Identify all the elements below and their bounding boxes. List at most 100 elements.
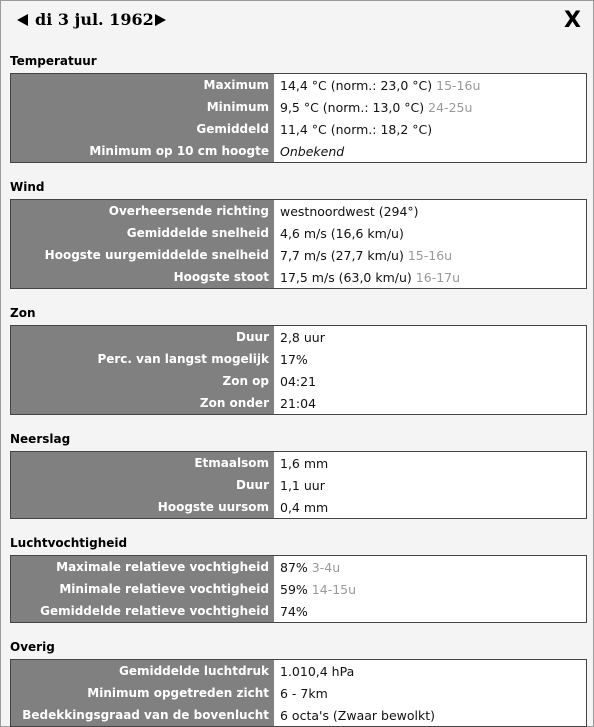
section-title: Temperatuur: [10, 54, 97, 68]
row-value: 7,7 m/s (27,7 km/u): [280, 247, 404, 263]
row-time: 16-17u: [415, 269, 461, 285]
section-table: Maximum 14,4 °C (norm.: 23,0 °C) 15-16u Min…: [10, 73, 587, 163]
row: Duur 2,8 uur: [10, 325, 587, 348]
row: Hoogste uurgemiddelde snelheid 7,7 m/s (2…: [10, 244, 587, 266]
row: Gemiddelde snelheid 4,6 m/s (16,6 km/u): [10, 222, 587, 244]
row: Maximum 14,4 °C (norm.: 23,0 °C) 15-16u: [10, 73, 587, 96]
row-label: Minimum op 10 cm hoogte: [10, 140, 274, 163]
row-label: Overheersende richting: [10, 199, 274, 222]
row-label: Duur: [10, 474, 274, 496]
row-time: 15-16u: [407, 247, 453, 263]
row: Gemiddelde luchtdruk 1.010,4 hPa: [10, 659, 587, 682]
section-table: Duur 2,8 uur Perc. van langst mogelijk 17% Z…: [10, 325, 587, 415]
section-title: Zon: [10, 306, 36, 320]
row-value-cell: westnoordwest (294°): [274, 199, 587, 222]
row-label: Perc. van langst mogelijk: [10, 348, 274, 370]
section-title: Luchtvochtigheid: [10, 536, 128, 550]
row-value-cell: 59% 14-15u: [274, 578, 587, 600]
row-value-cell: 14,4 °C (norm.: 23,0 °C) 15-16u: [274, 73, 587, 96]
row: Etmaalsom 1,6 mm: [10, 451, 587, 474]
row: Minimum op 10 cm hoogte Onbekend: [10, 140, 587, 163]
row-value-cell: 1,6 mm: [274, 451, 587, 474]
close-button[interactable]: X: [564, 8, 581, 33]
row: Minimum 9,5 °C (norm.: 13,0 °C) 24-25u: [10, 96, 587, 118]
row-value: 6 octa's (Zwaar bewolkt): [280, 707, 436, 723]
row: Bedekkingsgraad van de bovenlucht 6 octa'…: [10, 704, 587, 727]
row-value: 1,1 uur: [280, 477, 325, 493]
row-value-cell: 04:21: [274, 370, 587, 392]
section-title: Wind: [10, 180, 45, 194]
row-value-cell: 7,7 m/s (27,7 km/u) 15-16u: [274, 244, 587, 266]
row-label: Hoogste uurgemiddelde snelheid: [10, 244, 274, 266]
row: Zon onder 21:04: [10, 392, 587, 415]
row-value: 04:21: [280, 373, 317, 389]
row-value-cell: 87% 3-4u: [274, 555, 587, 578]
section-table: Gemiddelde luchtdruk 1.010,4 hPa Minimum o…: [10, 659, 587, 727]
row-value: westnoordwest (294°): [280, 203, 419, 219]
next-arrow[interactable]: [154, 13, 167, 27]
row-time: 24-25u: [428, 99, 473, 115]
section-table: Maximale relatieve vochtigheid 87% 3-4u Min…: [10, 555, 587, 623]
row-value-cell: 6 octa's (Zwaar bewolkt): [274, 704, 587, 727]
row-value-cell: 2,8 uur: [274, 325, 587, 348]
row-value-cell: 21:04: [274, 392, 587, 415]
row: Maximale relatieve vochtigheid 87% 3-4u: [10, 555, 587, 578]
row-label: Zon onder: [10, 392, 274, 415]
row-value: Onbekend: [280, 143, 345, 159]
row-label: Minimum: [10, 96, 274, 118]
row-label: Hoogste uursom: [10, 496, 274, 519]
row-value-cell: 1,1 uur: [274, 474, 587, 496]
row-value: 9,5 °C (norm.: 13,0 °C): [280, 99, 425, 115]
date: di 3 jul. 1962: [35, 10, 154, 29]
row: Hoogste uursom 0,4 mm: [10, 496, 587, 519]
section-title: Overig: [10, 640, 55, 654]
header: di 3 jul. 1962 X: [1, 1, 593, 49]
row-value: 17,5 m/s (63,0 km/u): [280, 269, 412, 285]
row-value: 11,4 °C (norm.: 18,2 °C): [280, 121, 433, 137]
row-value-cell: 11,4 °C (norm.: 18,2 °C): [274, 118, 587, 140]
row-label: Minimum opgetreden zicht: [10, 682, 274, 704]
row-value: 6 - 7km: [280, 685, 328, 701]
prev-arrow[interactable]: [16, 13, 29, 27]
row: Minimum opgetreden zicht 6 - 7km: [10, 682, 587, 704]
section-table: Overheersende richting westnoordwest (294…: [10, 199, 587, 289]
row-value: 0,4 mm: [280, 499, 329, 515]
row-value: 4,6 m/s (16,6 km/u): [280, 225, 404, 241]
row-label: Minimale relatieve vochtigheid: [10, 578, 274, 600]
row-label: Hoogste stoot: [10, 266, 274, 289]
row: Gemiddeld 11,4 °C (norm.: 18,2 °C): [10, 118, 587, 140]
row-label: Bedekkingsgraad van de bovenlucht: [10, 704, 274, 727]
row-label: Maximum: [10, 73, 274, 96]
sections: Temperatuur Maximum 14,4 °C (norm.: 23,0 °…: [1, 49, 593, 727]
row-time: 14-15u: [311, 581, 357, 597]
row: Minimale relatieve vochtigheid 59% 14-15u: [10, 578, 587, 600]
row-value-cell: 1.010,4 hPa: [274, 659, 587, 682]
row-value-cell: 6 - 7km: [274, 682, 587, 704]
row-label: Gemiddelde snelheid: [10, 222, 274, 244]
row-value-cell: 9,5 °C (norm.: 13,0 °C) 24-25u: [274, 96, 587, 118]
row-label: Zon op: [10, 370, 274, 392]
row-value-cell: Onbekend: [274, 140, 587, 163]
row-value: 87%: [280, 559, 308, 575]
row: Gemiddelde relatieve vochtigheid 74%: [10, 600, 587, 623]
row-value-cell: 17%: [274, 348, 587, 370]
row-value: 59%: [280, 581, 308, 597]
row-value-cell: 4,6 m/s (16,6 km/u): [274, 222, 587, 244]
row-value-cell: 0,4 mm: [274, 496, 587, 519]
row-label: Gemiddelde luchtdruk: [10, 659, 274, 682]
section-title: Neerslag: [10, 432, 71, 446]
row-label: Etmaalsom: [10, 451, 274, 474]
row-value: 1,6 mm: [280, 455, 329, 471]
row: Hoogste stoot 17,5 m/s (63,0 km/u) 16-17u: [10, 266, 587, 289]
row-value: 74%: [280, 603, 308, 619]
row-label: Gemiddelde relatieve vochtigheid: [10, 600, 274, 623]
row-time: 3-4u: [311, 559, 341, 575]
row-value: 17%: [280, 351, 308, 367]
row-value-cell: 17,5 m/s (63,0 km/u) 16-17u: [274, 266, 587, 289]
row: Zon op 04:21: [10, 370, 587, 392]
row-time: 15-16u: [436, 77, 481, 93]
row-value: 1.010,4 hPa: [280, 663, 355, 679]
row: Duur 1,1 uur: [10, 474, 587, 496]
section-table: Etmaalsom 1,6 mm Duur 1,1 uur Hoogste uursom…: [10, 451, 587, 519]
